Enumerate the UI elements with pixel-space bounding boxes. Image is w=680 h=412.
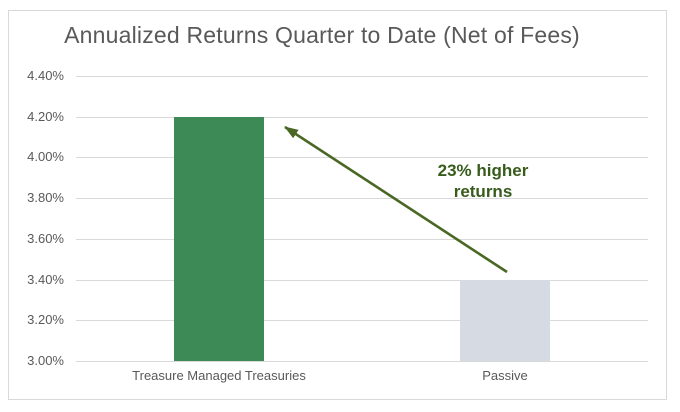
gridline <box>76 361 648 362</box>
x-axis-category-label: Passive <box>482 368 528 383</box>
y-axis-tick-label: 3.20% <box>27 312 64 327</box>
gridline <box>76 117 648 118</box>
gridline <box>76 320 648 321</box>
gridline <box>76 157 648 158</box>
bar-treasure-managed-treasuries <box>174 117 264 361</box>
gridline <box>76 76 648 77</box>
y-axis-tick-label: 4.20% <box>27 109 64 124</box>
gridline <box>76 239 648 240</box>
gridline <box>76 280 648 281</box>
y-axis-tick-label: 4.00% <box>27 149 64 164</box>
x-axis-category-label: Treasure Managed Treasuries <box>132 368 306 383</box>
y-axis-tick-label: 3.80% <box>27 190 64 205</box>
chart-frame <box>8 10 667 400</box>
annotation-line-1: 23% higher <box>437 161 529 180</box>
y-axis-tick-label: 3.40% <box>27 272 64 287</box>
y-axis-tick-label: 3.60% <box>27 231 64 246</box>
annotation-line-2: returns <box>453 182 513 201</box>
y-axis-tick-label: 4.40% <box>27 68 64 83</box>
annotation-text: 23% higher returns <box>400 160 566 202</box>
y-axis-tick-label: 3.00% <box>27 353 64 368</box>
chart-title: Annualized Returns Quarter to Date (Net … <box>64 22 580 48</box>
bar-passive <box>460 280 550 361</box>
